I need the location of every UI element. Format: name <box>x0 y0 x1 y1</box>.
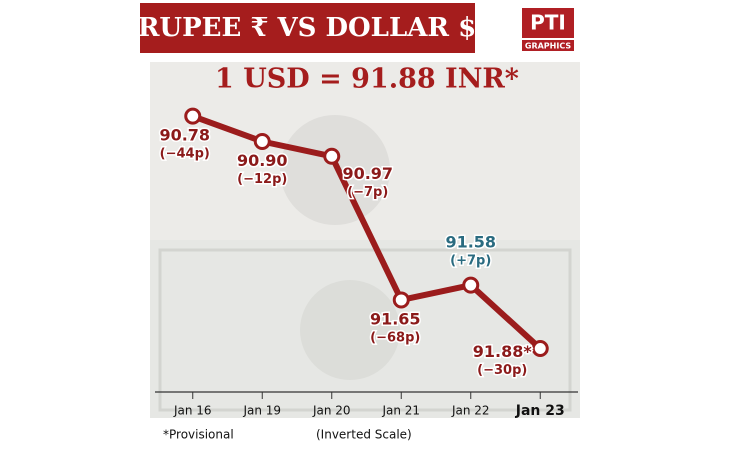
point <box>392 291 410 309</box>
note-portrait <box>300 280 400 380</box>
point <box>323 147 341 165</box>
x-tick-label: Jan 21 <box>381 404 420 418</box>
x-tick-label: Jan 23 <box>515 403 565 419</box>
point <box>184 107 202 125</box>
value-label: 90.97 <box>342 164 393 183</box>
change-label: (−68p) <box>370 330 420 345</box>
title-banner <box>140 3 475 53</box>
x-tick-label: Jan 16 <box>173 404 212 418</box>
logo-sub: GRAPHICS <box>525 42 571 51</box>
line <box>191 113 543 351</box>
x-tick-label: Jan 22 <box>451 404 490 418</box>
note-portrait <box>280 115 390 225</box>
logo: PTI <box>530 11 566 35</box>
change-label: (−44p) <box>160 147 210 162</box>
change-label: (−12p) <box>237 172 287 187</box>
x-tick-label: Jan 20 <box>312 404 351 418</box>
chart-title: RUPEE ₹ VS DOLLAR $ <box>138 13 476 43</box>
change-label: (−30p) <box>477 363 527 378</box>
footnote: *Provisional <box>163 428 234 442</box>
value-label: 90.78 <box>159 126 210 145</box>
value-label: 91.88* <box>473 342 533 361</box>
headline: 1 USD = 91.88 INR* <box>215 64 519 95</box>
value-label: 91.65 <box>370 309 421 328</box>
point <box>253 133 271 150</box>
change-label: (−7p) <box>347 185 388 200</box>
logo-sub-box <box>522 40 574 51</box>
logo-box <box>522 8 574 38</box>
point <box>531 340 549 358</box>
value-label: 91.58 <box>445 233 496 252</box>
x-tick-label: Jan 19 <box>242 404 281 418</box>
scale-note: (Inverted Scale) <box>316 428 412 442</box>
note-border <box>158 248 572 412</box>
value-label: 90.90 <box>237 151 288 170</box>
point <box>462 276 480 294</box>
change-label: (+7p) <box>450 254 491 269</box>
